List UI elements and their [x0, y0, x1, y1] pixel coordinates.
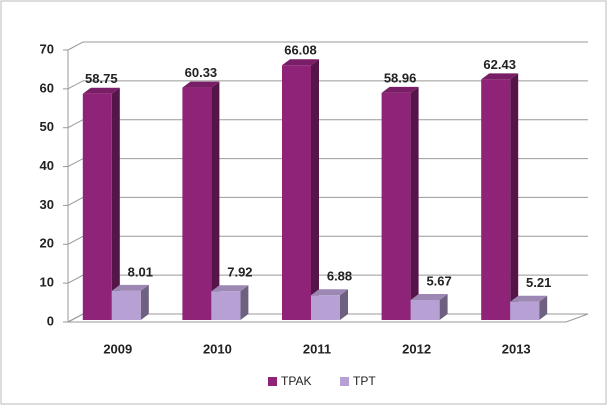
bar-front	[211, 291, 241, 320]
grid-line	[67, 80, 588, 90]
bar	[481, 73, 519, 320]
bar	[211, 285, 249, 320]
bar-top	[481, 73, 519, 80]
x-tick-label: 2011	[303, 341, 331, 356]
bar	[381, 86, 419, 320]
value-label: 5.67	[426, 273, 451, 288]
bar-top	[82, 87, 120, 94]
grid-line	[67, 41, 588, 51]
value-label: 58.96	[384, 70, 417, 85]
bar-top	[282, 59, 319, 66]
bar-front	[311, 295, 340, 320]
bar	[82, 87, 120, 320]
value-label: 7.92	[227, 265, 252, 280]
bar-side	[111, 87, 120, 320]
bar-side	[340, 289, 348, 320]
x-tick-label: 2012	[402, 341, 431, 356]
bar-front	[111, 290, 141, 320]
y-tick-label: 0	[47, 313, 54, 328]
x-tick-label: 2010	[203, 341, 232, 356]
value-label: 8.01	[128, 264, 153, 279]
bar	[182, 81, 220, 320]
bar-side	[439, 293, 448, 320]
y-tick-label: 30	[40, 197, 54, 212]
legend-swatch	[268, 377, 277, 386]
x-tick-label: 2013	[502, 341, 531, 356]
value-label: 6.88	[327, 269, 352, 284]
bar-top	[182, 81, 220, 88]
bar-front	[282, 65, 311, 321]
bar-top	[381, 86, 419, 93]
bar-side	[140, 284, 149, 320]
bar-top	[311, 289, 348, 296]
legend: TPAK TPT	[268, 374, 376, 388]
value-label: 66.08	[284, 43, 317, 58]
bar-top	[510, 295, 548, 302]
bar	[510, 295, 548, 320]
bar-front	[510, 301, 540, 320]
bar-side	[311, 59, 319, 321]
y-tick-label: 70	[40, 41, 54, 56]
bar-side	[240, 285, 249, 320]
bar-side	[539, 295, 548, 320]
bar-top	[410, 293, 448, 300]
value-label: 5.21	[526, 275, 551, 290]
bar-side	[211, 81, 220, 320]
value-label: 58.75	[85, 71, 118, 86]
x-tick-label: 2009	[103, 341, 132, 356]
bar-front	[182, 87, 212, 320]
bar-front	[82, 93, 112, 320]
bar	[111, 284, 149, 320]
bar-front	[410, 299, 440, 320]
legend-label: TPT	[353, 374, 376, 388]
value-label: 62.43	[483, 57, 516, 72]
bar	[282, 59, 319, 321]
legend-label: TPAK	[281, 374, 311, 388]
y-tick-label: 10	[40, 275, 54, 290]
y-tick-label: 40	[40, 158, 54, 173]
bar	[410, 293, 448, 320]
bar-top	[211, 285, 249, 292]
bar-front	[381, 92, 411, 320]
bar-front	[481, 79, 511, 320]
bar-top	[111, 284, 149, 291]
y-tick-label: 60	[40, 80, 54, 95]
legend-swatch	[340, 377, 349, 386]
value-label: 60.33	[185, 65, 218, 80]
bar-side	[410, 86, 419, 320]
bar-side	[510, 73, 519, 320]
y-tick-label: 20	[40, 236, 54, 251]
y-tick-label: 50	[40, 119, 54, 134]
bar	[311, 289, 348, 320]
